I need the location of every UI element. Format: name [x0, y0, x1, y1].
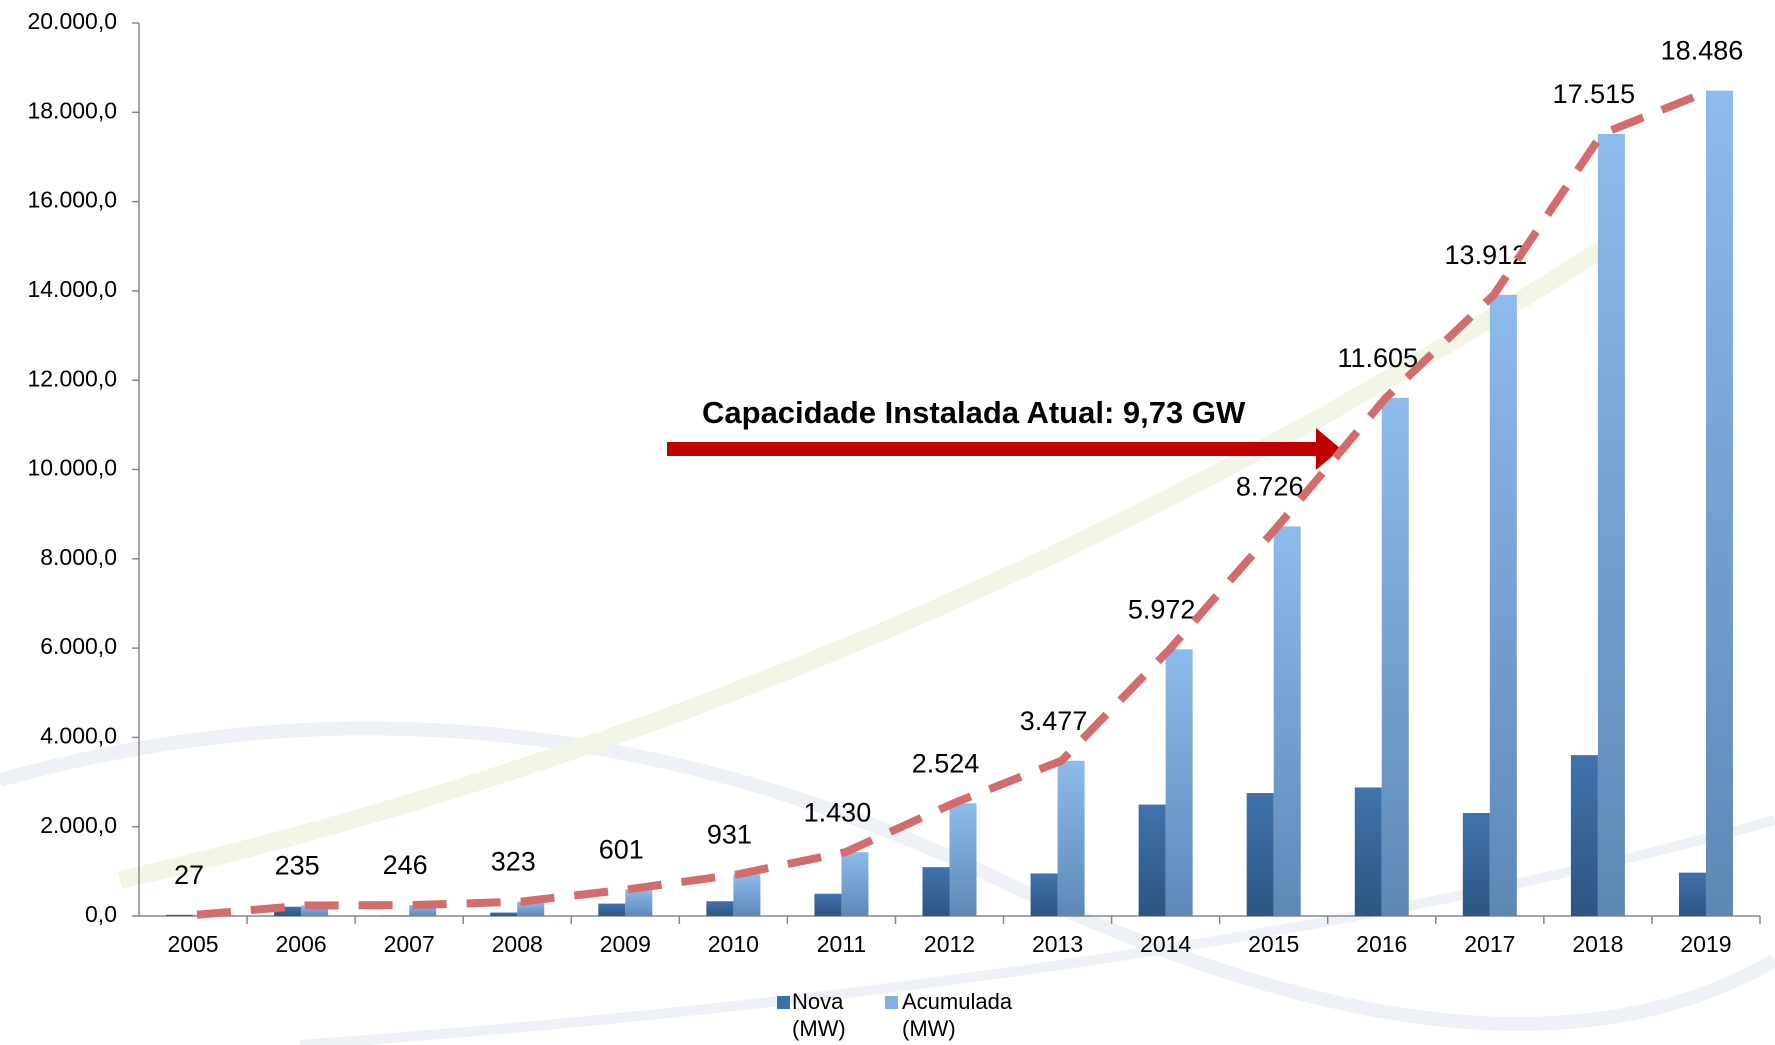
data-label: 5.972 — [1128, 594, 1196, 624]
bar — [706, 901, 734, 916]
bar — [733, 874, 761, 916]
data-label: 3.477 — [1020, 706, 1088, 736]
decoration — [0, 721, 1775, 1031]
bar — [841, 852, 869, 916]
y-tick-label: 18.000,0 — [27, 97, 117, 123]
bar — [1138, 804, 1166, 916]
y-tick-label: 14.000,0 — [27, 276, 117, 302]
legend-label: Nova (MW) — [792, 989, 846, 1041]
x-tick-label: 2010 — [708, 931, 759, 957]
bar — [1570, 755, 1598, 916]
data-label: 8.726 — [1236, 472, 1304, 502]
x-tick-label: 2007 — [384, 931, 435, 957]
y-tick-label: 20.000,0 — [27, 8, 117, 34]
legend-swatch — [777, 996, 790, 1009]
data-label: 13.912 — [1445, 240, 1528, 270]
data-label: 1.430 — [804, 797, 872, 827]
x-tick-label: 2011 — [817, 931, 866, 957]
arrow-head — [1316, 428, 1341, 470]
bar — [1678, 872, 1706, 916]
data-label: 601 — [599, 834, 644, 864]
bar — [922, 867, 950, 916]
data-label: 931 — [707, 820, 752, 850]
bar — [1354, 787, 1382, 916]
bar — [1165, 649, 1193, 916]
bar — [301, 905, 329, 916]
data-label: 2.524 — [912, 748, 980, 778]
data-label: 11.605 — [1337, 343, 1418, 373]
bar — [166, 914, 194, 916]
y-tick-label: 8.000,0 — [40, 544, 117, 570]
x-tick-label: 2008 — [492, 931, 543, 957]
data-label: 17.515 — [1553, 79, 1636, 109]
bar — [949, 803, 977, 916]
decoration — [117, 242, 1605, 889]
trend-line — [196, 86, 1712, 919]
data-label: 27 — [174, 860, 204, 890]
bar — [1057, 760, 1085, 916]
data-label: 323 — [491, 847, 536, 877]
bar — [1381, 397, 1409, 916]
bar — [1030, 873, 1058, 916]
bar — [274, 906, 302, 916]
bar — [409, 905, 437, 916]
x-tick-label: 2015 — [1248, 931, 1299, 957]
bar — [1597, 133, 1625, 916]
y-tick-label: 12.000,0 — [27, 365, 117, 391]
data-label: 18.486 — [1661, 36, 1744, 66]
bar — [1246, 793, 1274, 916]
data-label: 246 — [383, 850, 428, 880]
legend-swatch — [885, 996, 898, 1009]
bar — [1462, 812, 1490, 916]
x-tick-label: 2006 — [276, 931, 327, 957]
bar — [1489, 294, 1517, 916]
y-tick-label: 10.000,0 — [27, 455, 117, 481]
x-tick-label: 2017 — [1464, 931, 1515, 957]
x-tick-label: 2005 — [167, 931, 218, 957]
x-tick-label: 2016 — [1356, 931, 1407, 957]
annotation: Capacidade Instalada Atual: 9,73 GW — [702, 395, 1246, 430]
y-tick-label: 16.000,0 — [27, 187, 117, 213]
y-tick-label: 6.000,0 — [40, 633, 117, 659]
legend-label: Acumulada (MW) — [902, 989, 1013, 1041]
x-tick-label: 2012 — [924, 931, 975, 957]
x-tick-label: 2013 — [1032, 931, 1083, 957]
bar — [490, 912, 518, 916]
x-tick-label: 2019 — [1680, 931, 1731, 957]
data-label: 235 — [275, 851, 320, 881]
x-tick-label: 2014 — [1140, 931, 1191, 957]
bar — [598, 903, 626, 916]
bar — [625, 889, 653, 916]
bar — [1705, 90, 1733, 916]
bar — [1273, 526, 1301, 916]
y-tick-label: 4.000,0 — [40, 722, 117, 748]
x-tick-label: 2009 — [600, 931, 651, 957]
bar — [814, 893, 842, 916]
y-tick-label: 0,0 — [85, 901, 117, 927]
y-tick-label: 2.000,0 — [40, 812, 117, 838]
x-tick-label: 2018 — [1572, 931, 1623, 957]
